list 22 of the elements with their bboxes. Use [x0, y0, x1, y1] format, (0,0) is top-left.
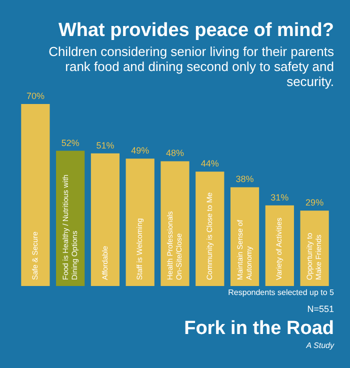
data-label: 44%	[200, 158, 219, 169]
text: Fork in the Road	[184, 318, 334, 340]
chart-title: What provides peace of mind?	[58, 20, 334, 42]
chart-subtitle: Children considering senior living for their parents rank food and dining second only to safety and security.	[48, 44, 334, 89]
bar	[126, 158, 154, 286]
text: A Study	[306, 341, 334, 350]
bar	[230, 187, 260, 286]
data-label: 51%	[96, 140, 114, 150]
bar	[90, 153, 120, 286]
data-label: 70%	[26, 90, 44, 101]
bar	[160, 161, 190, 286]
data-label: 49%	[131, 146, 150, 156]
data-label: 38%	[236, 174, 254, 184]
data-label: 31%	[270, 192, 289, 202]
data-label: 52%	[61, 138, 80, 148]
bar	[196, 172, 224, 286]
text: Respondents selected up to 5	[228, 288, 334, 297]
bar	[265, 205, 294, 286]
text: N=551	[307, 304, 334, 314]
bar	[21, 104, 50, 286]
data-label: 48%	[166, 148, 184, 158]
data-label: 29%	[306, 198, 324, 208]
